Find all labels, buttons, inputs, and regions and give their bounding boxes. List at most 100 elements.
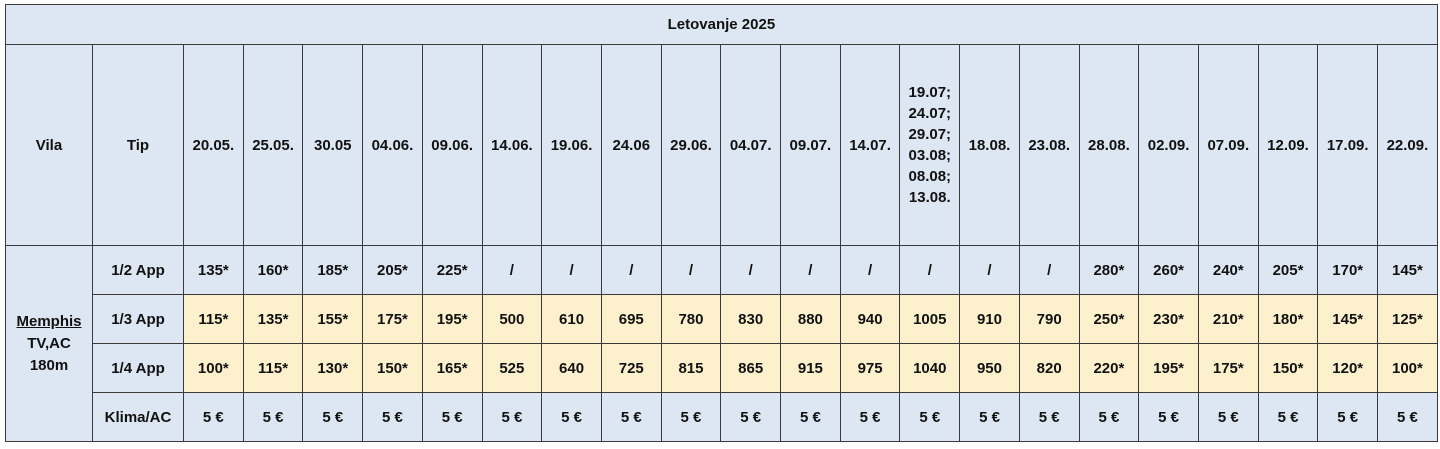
price-cell: / bbox=[839, 245, 901, 295]
header-cell: 29.06. bbox=[660, 44, 722, 246]
price-cell: 230* bbox=[1138, 294, 1199, 344]
price-cell: 195* bbox=[1138, 343, 1199, 393]
price-cell: 165* bbox=[421, 343, 483, 393]
price-cell: 500 bbox=[481, 294, 543, 344]
price-cell: 5 € bbox=[183, 392, 244, 442]
header-cell: 30.05 bbox=[302, 44, 364, 246]
title-row: Letovanje 2025 bbox=[5, 4, 1438, 45]
price-cell: 5 € bbox=[541, 392, 602, 442]
header-row: Vila Tip 20.05. 25.05. 30.05 04.06. 09.06. 14.0… bbox=[5, 44, 1438, 246]
price-cell: 5 € bbox=[839, 392, 901, 442]
price-cell: / bbox=[959, 245, 1020, 295]
price-cell: 125* bbox=[1377, 294, 1438, 344]
price-cell: 120* bbox=[1317, 343, 1379, 393]
price-cell: 280* bbox=[1078, 245, 1140, 295]
price-cell: 175* bbox=[1197, 343, 1259, 393]
price-cell: 910 bbox=[959, 294, 1020, 344]
type-cell: 1/4 App bbox=[92, 343, 184, 393]
data-row: 1/4 App 100* 115* 130* 150* 165* 525 640 725 815 8… bbox=[6, 343, 1438, 393]
header-cell: 14.07. bbox=[839, 44, 901, 246]
price-cell: 5 € bbox=[959, 392, 1020, 442]
price-cell: 180* bbox=[1257, 294, 1319, 344]
price-cell: 175* bbox=[362, 294, 423, 344]
header-cell: Vila bbox=[5, 44, 93, 246]
price-cell: 115* bbox=[183, 294, 244, 344]
header-cell: 12.09. bbox=[1257, 44, 1319, 246]
price-cell: 5 € bbox=[720, 392, 782, 442]
price-cell: 1040 bbox=[899, 343, 961, 393]
vila-cell: Memphis TV,AC 180m bbox=[5, 245, 93, 442]
price-cell: 205* bbox=[1257, 245, 1319, 295]
price-cell: / bbox=[600, 245, 662, 295]
price-cell: 5 € bbox=[1018, 392, 1080, 442]
header-cell: 04.06. bbox=[362, 44, 423, 246]
type-cell: Klima/AC bbox=[92, 392, 184, 442]
price-cell: 940 bbox=[839, 294, 901, 344]
price-cell: 170* bbox=[1317, 245, 1379, 295]
price-cell: 5 € bbox=[1197, 392, 1259, 442]
price-cell: 100* bbox=[1377, 343, 1438, 393]
price-cell: / bbox=[481, 245, 543, 295]
price-cell: 5 € bbox=[780, 392, 841, 442]
price-cell: 5 € bbox=[242, 392, 304, 442]
price-table: Letovanje 2025 Vila Tip 20.05. 25.05. 30.05 04… bbox=[5, 4, 1438, 442]
price-cell: 250* bbox=[1078, 294, 1140, 344]
price-cell: 880 bbox=[780, 294, 841, 344]
price-cell: 145* bbox=[1377, 245, 1438, 295]
type-cell: 1/2 App bbox=[92, 245, 184, 295]
header-cell: 18.08. bbox=[959, 44, 1020, 246]
price-cell: 5 € bbox=[600, 392, 662, 442]
header-cell: 19.07; 24.07; 29.07; 03.08; 08.08; 13.08… bbox=[899, 44, 961, 246]
header-cell: 28.08. bbox=[1078, 44, 1140, 246]
price-cell: 115* bbox=[242, 343, 304, 393]
price-cell: 130* bbox=[302, 343, 364, 393]
header-cell: 25.05. bbox=[242, 44, 304, 246]
price-cell: 5 € bbox=[660, 392, 722, 442]
price-cell: / bbox=[1018, 245, 1080, 295]
price-cell: 865 bbox=[720, 343, 782, 393]
vila-line: 180m bbox=[29, 356, 69, 374]
price-cell: 640 bbox=[541, 343, 602, 393]
header-cell: 20.05. bbox=[183, 44, 244, 246]
price-cell: 5 € bbox=[421, 392, 483, 442]
price-cell: / bbox=[780, 245, 841, 295]
type-cell: 1/3 App bbox=[92, 294, 184, 344]
data-row: 1/3 App 115* 135* 155* 175* 195* 500 610 695 780 8… bbox=[6, 294, 1438, 344]
header-cell: 09.07. bbox=[780, 44, 841, 246]
header-cell: 14.06. bbox=[481, 44, 543, 246]
price-cell: 185* bbox=[302, 245, 364, 295]
price-cell: 240* bbox=[1197, 245, 1259, 295]
price-cell: 5 € bbox=[481, 392, 543, 442]
price-cell: 790 bbox=[1018, 294, 1080, 344]
vila-line: TV,AC bbox=[27, 334, 71, 352]
price-cell: / bbox=[541, 245, 602, 295]
price-cell: 210* bbox=[1197, 294, 1259, 344]
price-cell: 220* bbox=[1078, 343, 1140, 393]
price-cell: 1005 bbox=[899, 294, 961, 344]
header-cell: 09.06. bbox=[421, 44, 483, 246]
price-cell: / bbox=[660, 245, 722, 295]
price-cell: 135* bbox=[242, 294, 304, 344]
price-cell: 820 bbox=[1018, 343, 1080, 393]
header-cell: Tip bbox=[92, 44, 184, 246]
price-cell: 205* bbox=[362, 245, 423, 295]
data-row: Klima/AC 5 €5 €5 €5 €5 €5 €5 €5 €5 €5 €5 … bbox=[6, 392, 1438, 442]
price-cell: / bbox=[899, 245, 961, 295]
price-cell: 5 € bbox=[1377, 392, 1438, 442]
price-cell: 5 € bbox=[1138, 392, 1199, 442]
vila-line: Memphis bbox=[16, 312, 82, 330]
price-cell: 5 € bbox=[302, 392, 364, 442]
data-row: Memphis TV,AC 180m 1/2 App 135* 160* 185* 205* 2… bbox=[5, 245, 1438, 442]
price-cell: 145* bbox=[1317, 294, 1379, 344]
price-cell: 5 € bbox=[899, 392, 961, 442]
price-cell: 610 bbox=[541, 294, 602, 344]
price-cell: 100* bbox=[183, 343, 244, 393]
header-cell: 19.06. bbox=[541, 44, 602, 246]
price-cell: / bbox=[720, 245, 782, 295]
price-cell: 975 bbox=[839, 343, 901, 393]
price-cell: 260* bbox=[1138, 245, 1199, 295]
price-cell: 160* bbox=[242, 245, 304, 295]
price-cell: 135* bbox=[183, 245, 244, 295]
price-cell: 915 bbox=[780, 343, 841, 393]
